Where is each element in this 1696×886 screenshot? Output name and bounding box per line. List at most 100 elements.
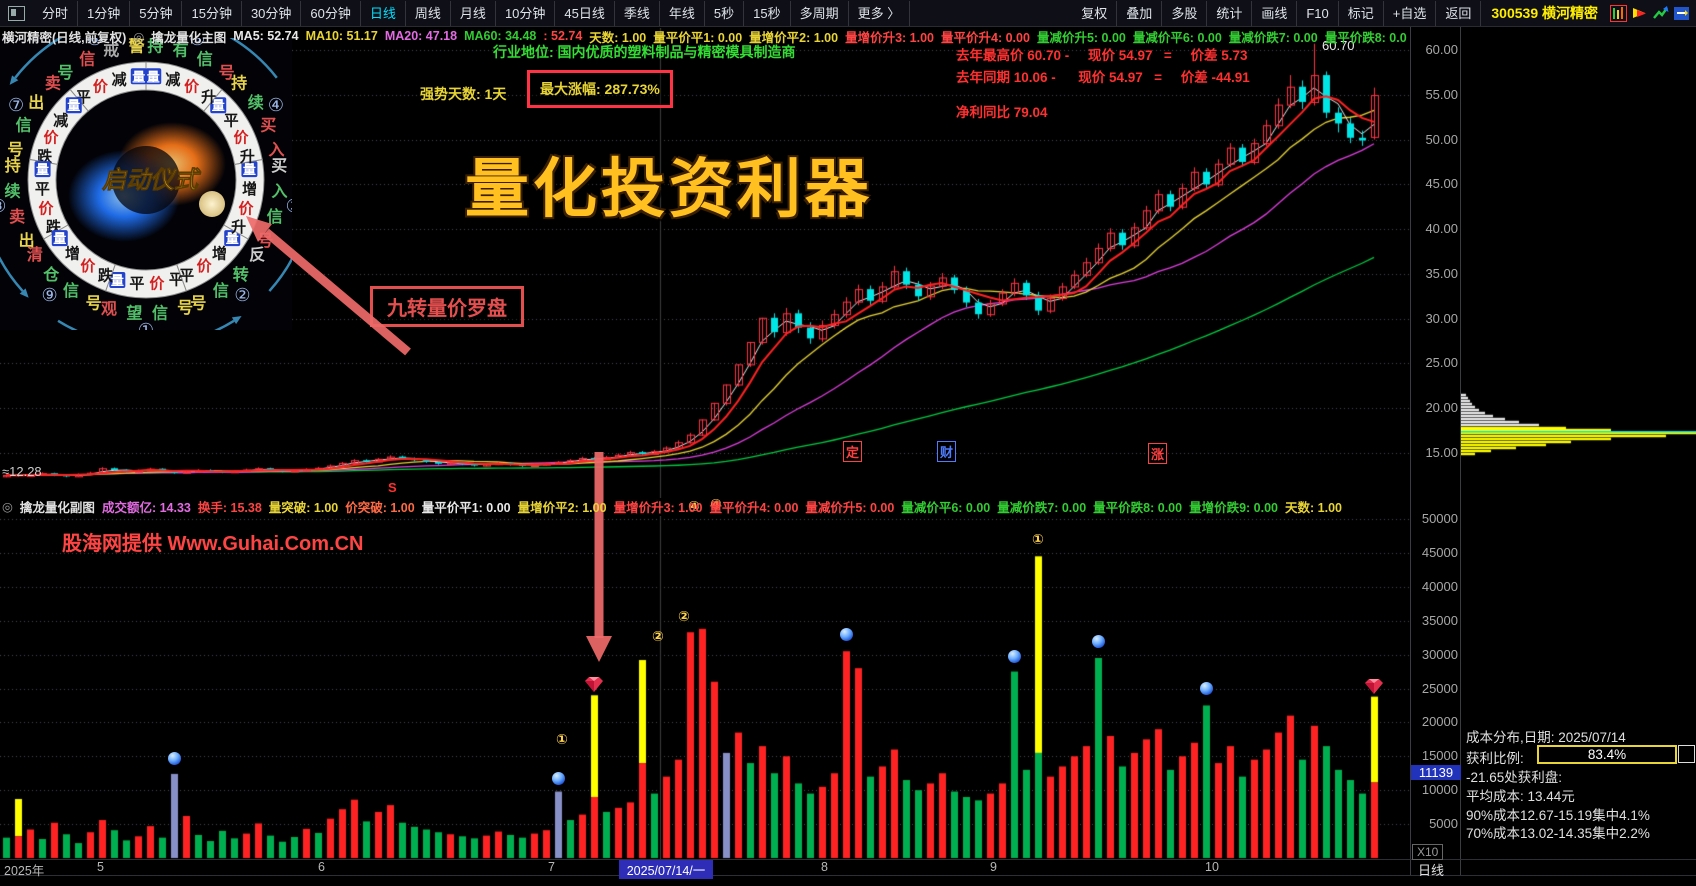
period-tab-分时[interactable]: 分时 xyxy=(33,0,79,26)
timeline-topline xyxy=(0,859,1696,860)
cost-panel-line3: -21.65处获利盘: xyxy=(1466,770,1563,785)
volume-tick-label: 45000 xyxy=(1421,544,1458,560)
gem-marker xyxy=(585,676,603,698)
volume-tick-label: 15000 xyxy=(1421,748,1458,764)
indicator-value: ◎ xyxy=(2,500,13,514)
compass-label-box: 九转量价罗盘 xyxy=(370,286,524,327)
period-label: 日线 xyxy=(1418,863,1445,878)
tool-F10[interactable]: F10 xyxy=(1297,0,1339,26)
balloon-marker xyxy=(840,628,853,641)
balloon-marker xyxy=(1092,635,1105,648)
indicator-value: 量增价跌9: 0.00 xyxy=(1189,501,1279,515)
time-tick-label: 8 xyxy=(821,860,828,874)
period-tab-多周期[interactable]: 多周期 xyxy=(791,0,849,26)
period-tab-15秒[interactable]: 15秒 xyxy=(744,0,791,26)
tool-多股[interactable]: 多股 xyxy=(1162,0,1208,26)
time-tick-label: 10 xyxy=(1205,860,1219,874)
window-layout-icon[interactable] xyxy=(8,5,25,21)
indicator-value: MA20: 47.18 xyxy=(384,29,458,43)
profit-ratio-box: 83.4% xyxy=(1537,745,1677,764)
period-tab-季线[interactable]: 季线 xyxy=(615,0,660,26)
period-tab-5秒[interactable]: 5秒 xyxy=(705,0,745,26)
period-tab-日线[interactable]: 日线 xyxy=(361,0,406,26)
kline-settings-icon[interactable] xyxy=(1610,4,1627,22)
main-indicator-header: 横河精密(日线,前复权) ◎ 擒龙量化主图 MA5: 52.74 MA10: 51.17… xyxy=(2,27,1407,45)
indicator-value: 天数: 1.00 xyxy=(589,30,647,45)
indicator-value: 换手: 15.38 xyxy=(197,501,262,515)
volume-tick-label: 40000 xyxy=(1421,578,1458,594)
indicator-value: ◎ xyxy=(133,29,145,44)
volume-tick-label: 5000 xyxy=(1429,816,1458,832)
time-tick-label: 7 xyxy=(548,860,555,874)
period-tab-年线[interactable]: 年线 xyxy=(660,0,705,26)
tool-画线[interactable]: 画线 xyxy=(1252,0,1298,26)
period-tab-60分钟[interactable]: 60分钟 xyxy=(301,0,361,26)
indicator-value: 量增价升3: 1.00 xyxy=(613,501,703,515)
gem-marker xyxy=(1365,678,1383,700)
indicator-value: 擒龙量化副图 xyxy=(19,501,95,515)
circled-number-marker: ④ xyxy=(710,496,722,512)
volume-tick-label: 20000 xyxy=(1421,714,1458,730)
sub-indicator-header: ◎ 擒龙量化副图 成交额亿: 14.33 换手: 15.38 量突破: 1.00 价突破:… xyxy=(2,498,1407,515)
period-menu: 分时 1分钟 5分钟 15分钟 30分钟 60分钟 日线 周线 月线 10分钟 45日线 季线 年线 5秒… xyxy=(33,0,911,26)
price-tick-label: 35.00 xyxy=(1425,265,1458,281)
year-same-note: 去年同期 10.06 - 现价 54.97 = 价差 -44.91 xyxy=(956,70,1250,85)
tools-menu: 复权 叠加 多股 统计 画线 F10 标记 +自选 返回 xyxy=(1072,0,1482,26)
indicator-value: 量平价升4: 0.00 xyxy=(941,30,1030,45)
volume-chart-canvas[interactable] xyxy=(0,516,1410,860)
arrow-zigzag-icon[interactable] xyxy=(1652,5,1669,22)
tool-返回[interactable]: 返回 xyxy=(1436,0,1482,26)
circled-number-marker: ② xyxy=(652,628,664,644)
toolbar-icons xyxy=(1608,4,1692,22)
indicator-value: 擒龙量化主图 xyxy=(151,30,227,45)
price-tick-label: 45.00 xyxy=(1425,176,1458,192)
stock-code-label: 300539 横河精密 xyxy=(1491,5,1598,21)
time-tick-label: 5 xyxy=(97,860,104,874)
period-tab-5分钟[interactable]: 5分钟 xyxy=(130,0,183,26)
crosshair-date-badge: 2025/07/14/一 xyxy=(619,860,713,879)
tool-统计[interactable]: 统计 xyxy=(1207,0,1253,26)
price-tick-label: 15.00 xyxy=(1425,445,1458,461)
price-tick-label: 20.00 xyxy=(1425,400,1458,416)
period-tab-10分钟[interactable]: 10分钟 xyxy=(496,0,556,26)
indicator-value: 量平价升4: 0.00 xyxy=(709,501,799,515)
circled-number-marker: ① xyxy=(1032,531,1044,547)
period-tab-45日线[interactable]: 45日线 xyxy=(555,0,615,26)
flag-char-marker: 定 xyxy=(843,441,863,462)
indicator-value: 横河精密(日线,前复权) xyxy=(2,30,127,45)
price-tick-label: 60.00 xyxy=(1425,42,1458,57)
main-chart-canvas[interactable] xyxy=(0,28,1410,498)
volume-tick-label: 50000 xyxy=(1421,511,1458,527)
arrow-updown-icon[interactable] xyxy=(1631,5,1648,22)
balloon-marker xyxy=(552,772,565,785)
top-menu-bar: 分时 1分钟 5分钟 15分钟 30分钟 60分钟 日线 周线 月线 10分钟 45日线 季线 年线 5秒… xyxy=(0,0,1696,27)
indicator-value: 量平价跌8: 0.00 xyxy=(1093,501,1183,515)
price-tick-label: 50.00 xyxy=(1425,131,1458,147)
tool-标记[interactable]: 标记 xyxy=(1339,0,1384,26)
transfer-icon[interactable] xyxy=(1673,5,1690,22)
period-tab-周线[interactable]: 周线 xyxy=(406,0,451,26)
period-tab-15分钟[interactable]: 15分钟 xyxy=(182,0,242,26)
tool-+自选[interactable]: +自选 xyxy=(1384,0,1437,26)
cost-panel-profit-label: 获利比例: xyxy=(1466,751,1524,766)
indicator-value: : 52.74 xyxy=(543,29,583,43)
period-tab-月线[interactable]: 月线 xyxy=(451,0,496,26)
flag-char-marker: 涨 xyxy=(1148,443,1168,464)
strong-days-note: 强势天数: 1天 xyxy=(420,86,507,102)
indicator-value: 量减价平6: 0.00 xyxy=(901,501,991,515)
tool-叠加[interactable]: 叠加 xyxy=(1117,0,1163,26)
cost-panel-line4: 平均成本: 13.44元 xyxy=(1466,789,1575,804)
volume-tick-label: 10000 xyxy=(1421,782,1458,798)
time-axis: 2025/07/14/一 2025年 5 6 7 8 9 10 xyxy=(0,860,1696,879)
indicator-value: 量减价升5: 0.00 xyxy=(805,501,895,515)
price-tick-label: 40.00 xyxy=(1425,221,1458,237)
profit-ratio-small-box[interactable] xyxy=(1678,745,1695,763)
period-tab-1分钟[interactable]: 1分钟 xyxy=(78,0,131,26)
price-tick-label: 25.00 xyxy=(1425,355,1458,371)
period-tab-更多 〉[interactable]: 更多 〉 xyxy=(849,0,911,26)
promo-title: 量化投资利器 xyxy=(465,153,873,225)
period-tab-30分钟[interactable]: 30分钟 xyxy=(242,0,302,26)
cost-panel-title: 成本分布,日期: 2025/07/14 xyxy=(1466,730,1626,745)
indicator-value: 量减价跌7: 0.00 xyxy=(1228,30,1318,45)
tool-复权[interactable]: 复权 xyxy=(1072,0,1118,26)
